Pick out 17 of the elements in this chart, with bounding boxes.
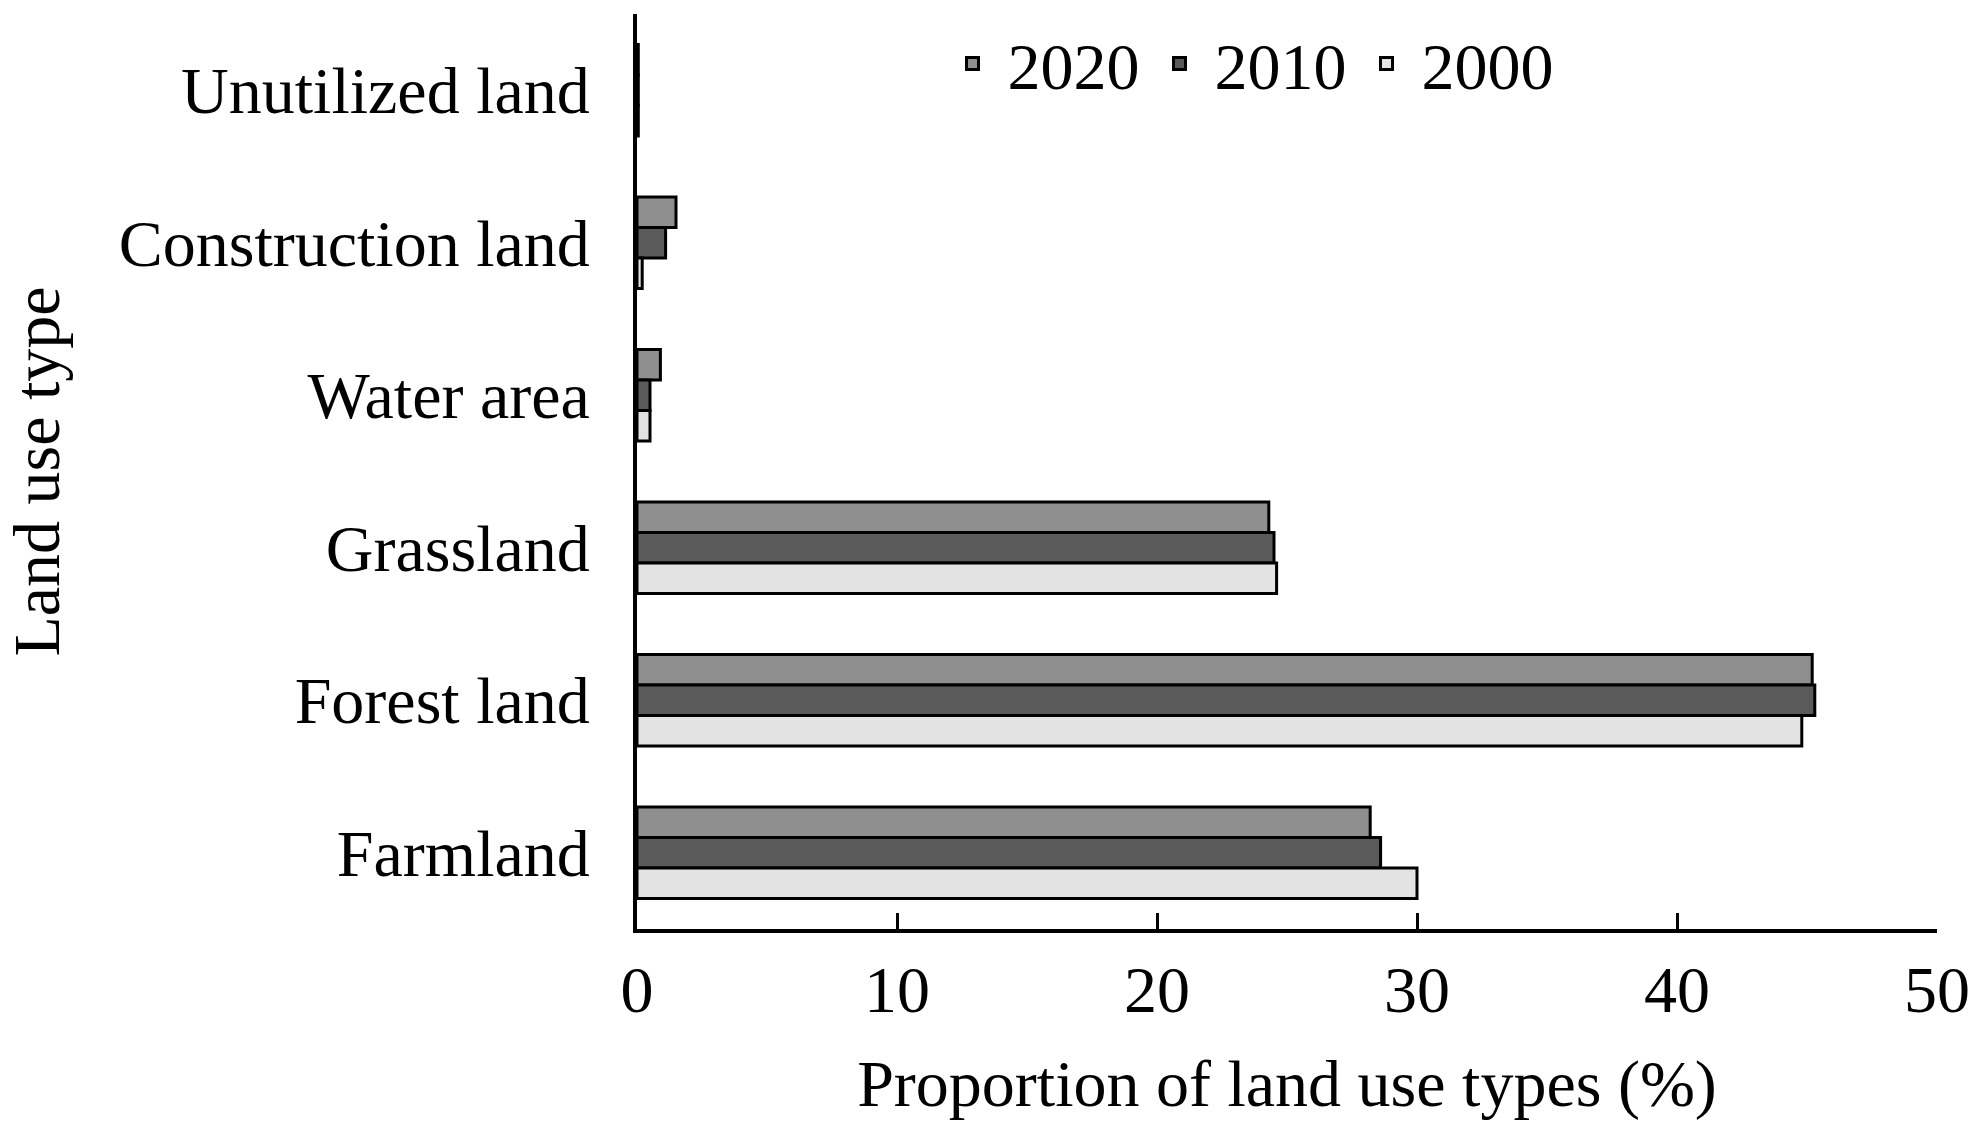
y-tick-label: Forest land [294, 664, 590, 738]
x-tick-label: 20 [1124, 953, 1190, 1027]
y-tick-label: Farmland [336, 816, 590, 890]
x-tick-label: 50 [1904, 953, 1970, 1027]
x-tick-label: 0 [620, 953, 654, 1027]
legend-label: 2010 [1214, 30, 1347, 104]
x-tick-label: 10 [864, 953, 930, 1027]
x-axis-title: Proportion of land use types (%) [857, 1047, 1717, 1122]
x-tick-label: 40 [1644, 953, 1710, 1027]
legend-label: 2020 [1007, 30, 1140, 104]
y-axis-title: Land use type [0, 286, 73, 657]
y-tick-label: Grassland [325, 511, 590, 585]
y-tick-label: Water area [307, 359, 590, 433]
legend-label: 2000 [1421, 30, 1554, 104]
y-tick-label: Construction land [118, 206, 590, 280]
y-tick-label: Unutilized land [181, 54, 590, 128]
x-tick-label: 30 [1384, 953, 1450, 1027]
